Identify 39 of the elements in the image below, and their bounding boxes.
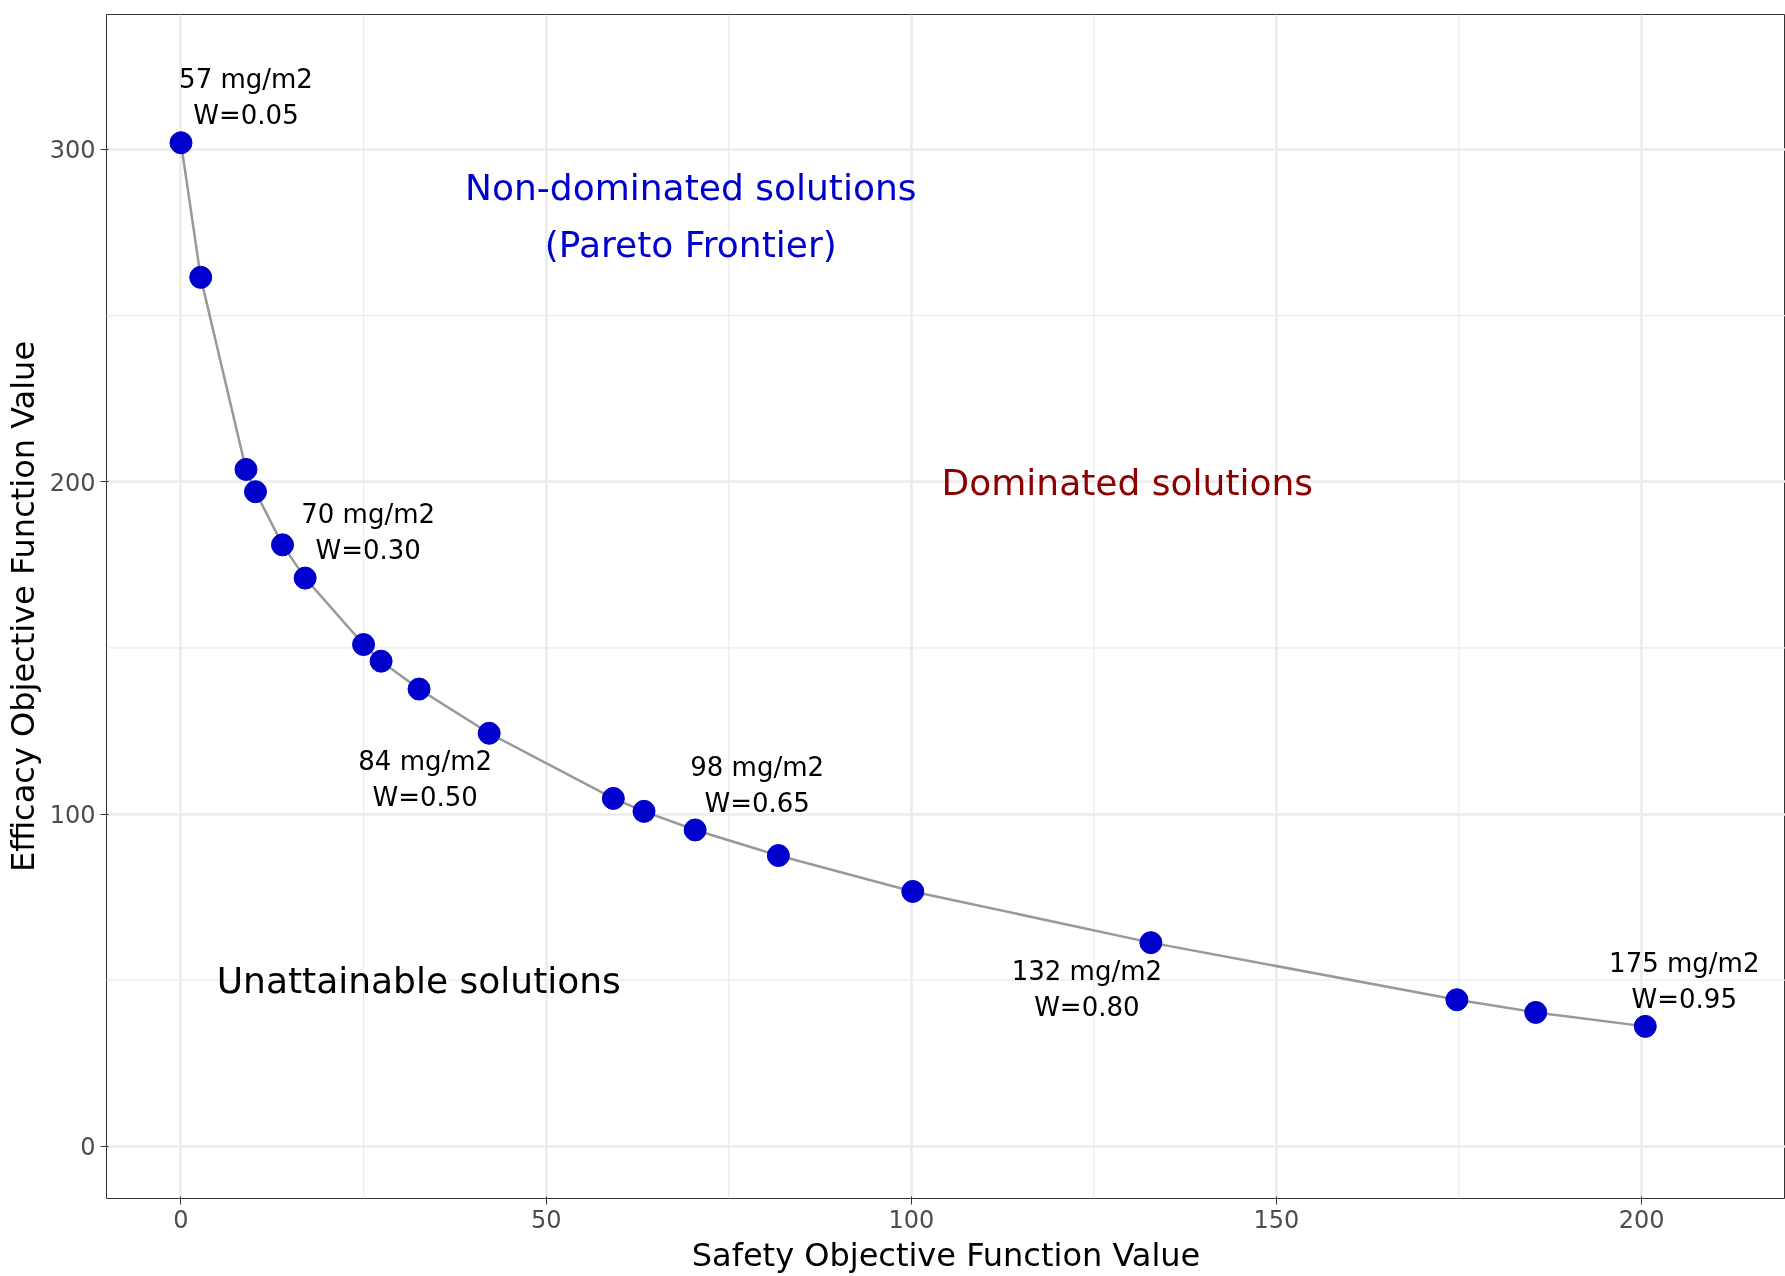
point	[1633, 1014, 1657, 1038]
x-tick-label: 200	[1618, 1205, 1665, 1234]
annotation: 57 mg/m2 W=0.05	[179, 63, 313, 130]
y-tick-label: 100	[49, 801, 96, 830]
x-tick-label: 100	[888, 1205, 935, 1234]
point	[271, 533, 295, 557]
x-tick-label: 50	[530, 1205, 562, 1234]
point	[189, 265, 213, 289]
point	[683, 818, 707, 842]
annotation: 132 mg/m2 W=0.80	[1011, 955, 1163, 1022]
point	[293, 566, 317, 590]
point	[632, 799, 656, 823]
point	[169, 131, 193, 155]
y-tick-label: 0	[80, 1133, 96, 1162]
annotation: Dominated solutions	[941, 461, 1314, 503]
annotation: Unattainable solutions	[216, 960, 621, 1002]
point	[407, 677, 431, 701]
point	[1445, 988, 1469, 1012]
annotation: 84 mg/m2 W=0.50	[358, 746, 493, 813]
point	[601, 786, 625, 810]
x-axis-title: Safety Objective Function Value	[691, 1235, 1201, 1274]
y-tick-label: 300	[49, 136, 96, 165]
point	[369, 649, 393, 673]
point	[1524, 1000, 1548, 1024]
point	[243, 480, 267, 504]
point	[234, 457, 258, 481]
point	[901, 879, 925, 903]
y-tick-label: 200	[49, 468, 96, 497]
point	[1139, 931, 1163, 955]
annotation: 70 mg/m2 W=0.30	[301, 499, 436, 566]
x-tick-label: 150	[1253, 1205, 1300, 1234]
annotation: 175 mg/m2 W=0.95	[1609, 948, 1760, 1015]
annotation: Non-dominated solutions (Pareto Frontier)	[465, 166, 917, 265]
point	[766, 844, 790, 868]
x-tick-label: 0	[173, 1205, 189, 1234]
point	[477, 721, 501, 745]
point	[352, 633, 376, 657]
y-axis-title: Efficacy Objective Function Value	[3, 340, 42, 873]
annotation: 98 mg/m2 W=0.65	[690, 751, 825, 818]
